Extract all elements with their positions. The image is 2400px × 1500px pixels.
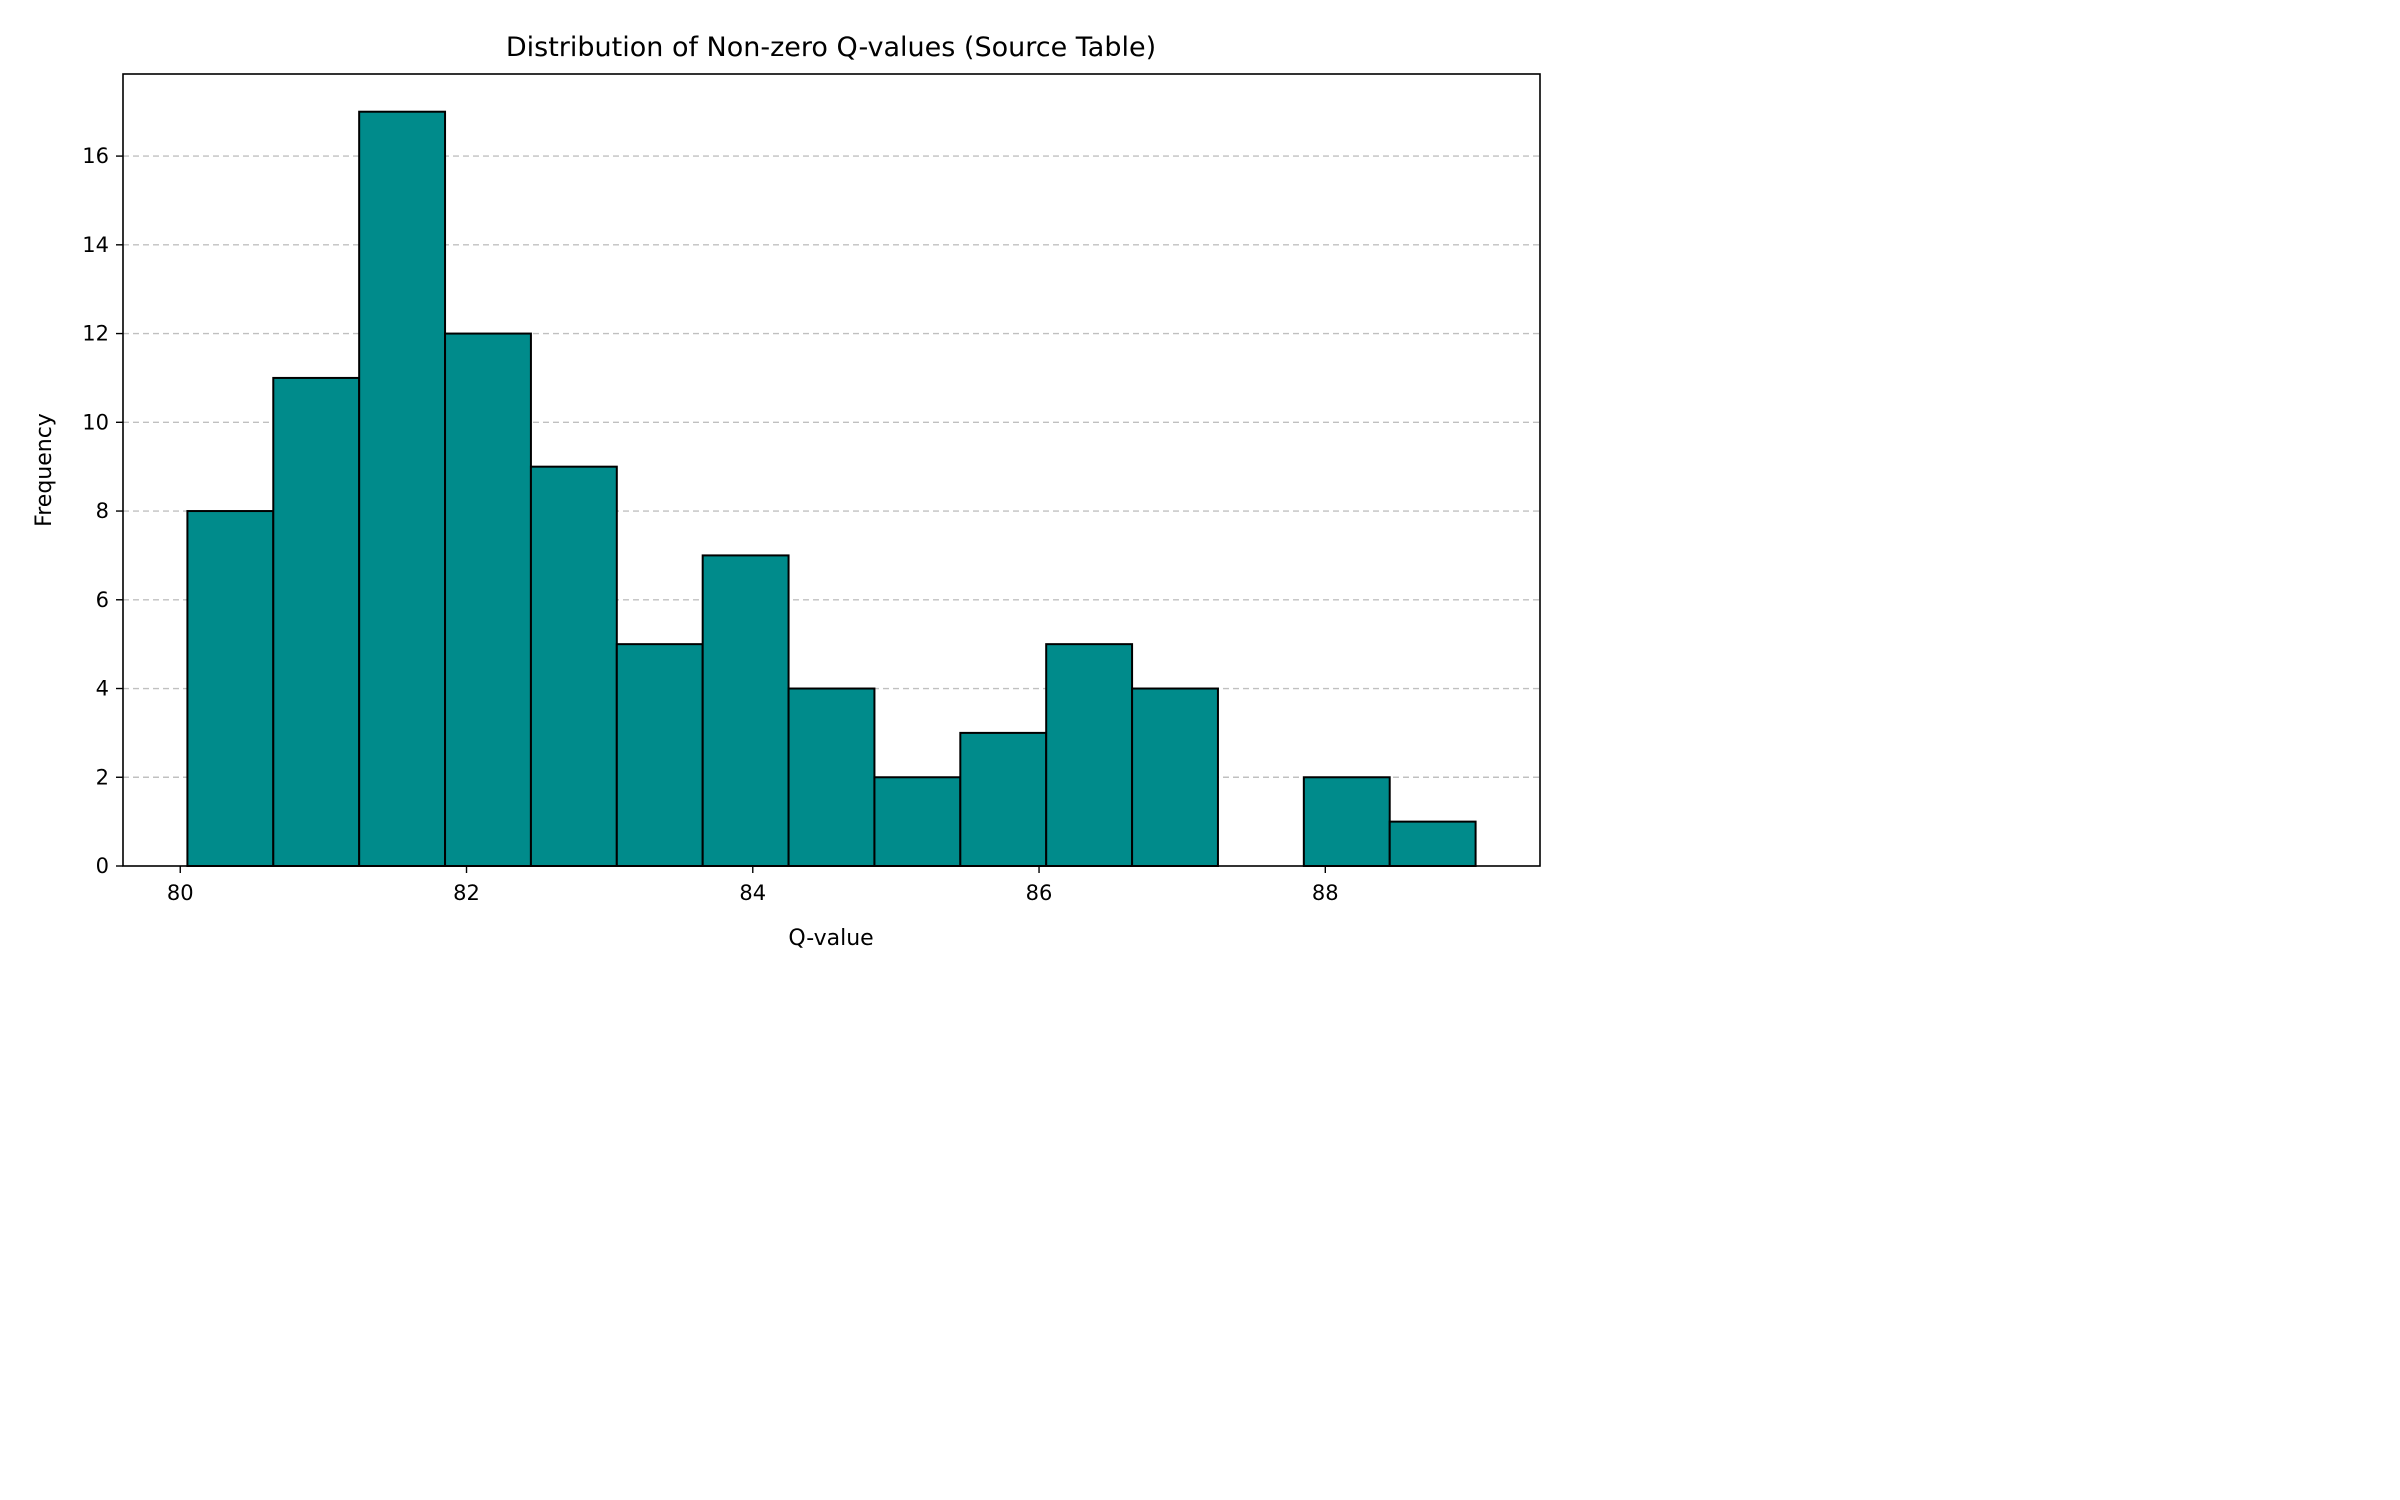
x-tick-label: 88 [1312,881,1339,905]
histogram-bar [272,376,361,867]
x-axis-ticks: 80 82 84 86 88 [167,866,1339,905]
x-tick-label: 86 [1026,881,1053,905]
x-tick-label: 82 [453,881,480,905]
histogram-bar [1302,776,1391,867]
histogram-bar [873,776,962,867]
histogram-bar [358,110,447,867]
histogram-bar [1131,687,1219,867]
y-tick-label: 14 [82,233,109,257]
y-tick-label: 0 [96,854,109,878]
histogram-bar [615,643,704,867]
x-axis-label: Q-value [788,926,873,951]
y-axis-label: Frequency [32,413,57,527]
histogram-bar [1045,643,1134,867]
histogram-chart: 80 82 84 86 88 0 2 4 6 8 10 12 14 16 Distribution of… [0,0,1571,982]
histogram-bar [529,465,618,867]
plot-frame [122,73,1541,867]
histogram-bar [787,687,876,867]
y-tick-label: 10 [82,410,109,434]
histogram-bar [1388,820,1477,867]
x-tick-label: 80 [167,881,194,905]
histogram-bar [959,731,1048,867]
histogram-bar [186,510,275,867]
y-axis-ticks: 0 2 4 6 8 10 12 14 16 [82,144,123,878]
y-tick-label: 8 [96,499,109,523]
y-tick-label: 16 [82,144,109,168]
chart-title: Distribution of Non-zero Q-values (Sourc… [506,32,1156,63]
y-tick-label: 2 [96,765,109,789]
histogram-bar [444,332,532,867]
x-tick-label: 84 [739,881,766,905]
y-tick-label: 6 [96,588,109,612]
histogram-bar [701,554,790,867]
y-tick-label: 12 [82,322,109,346]
y-tick-label: 4 [96,677,109,701]
